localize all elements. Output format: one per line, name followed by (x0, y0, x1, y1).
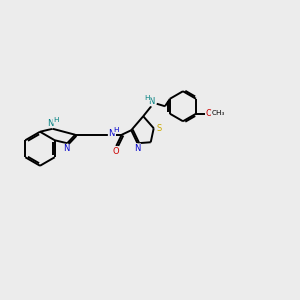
Text: O: O (112, 146, 119, 155)
Text: O: O (206, 109, 212, 118)
Text: N: N (108, 129, 115, 138)
Text: CH₃: CH₃ (211, 110, 225, 116)
Text: S: S (157, 124, 162, 133)
Text: N: N (148, 97, 155, 106)
Text: N: N (134, 144, 141, 153)
Text: N: N (63, 144, 69, 153)
Text: H: H (53, 117, 59, 123)
Text: H: H (145, 95, 150, 101)
Text: H: H (113, 127, 118, 133)
Text: N: N (47, 119, 53, 128)
